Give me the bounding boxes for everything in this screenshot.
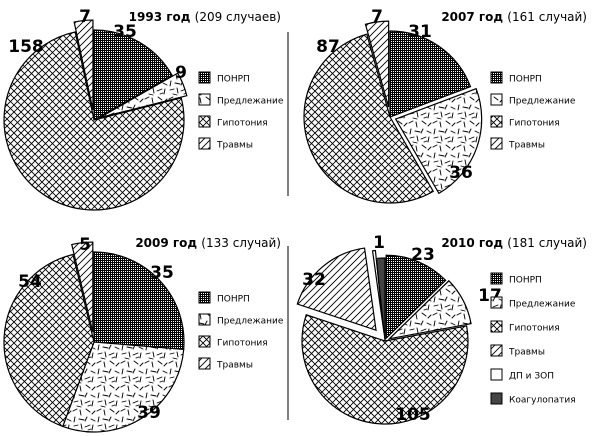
pie-slice-1 (394, 87, 483, 195)
slice-value-label: 1 (373, 233, 385, 253)
legend-swatch (490, 272, 503, 285)
legend-label: Гипотония (217, 119, 268, 129)
legend-swatch (490, 115, 503, 128)
pie-slice-1 (99, 72, 188, 119)
slice-value-label: 9 (175, 63, 187, 83)
legend-swatch (198, 115, 211, 128)
pie-slice-3 (73, 19, 94, 111)
legend-swatch (490, 344, 503, 357)
legend-label: Гипотония (509, 119, 560, 129)
slice-value-label: 7 (371, 7, 383, 27)
legend-swatch (490, 368, 503, 381)
slice-value-label: 87 (316, 37, 340, 57)
slice-value-label: 32 (302, 270, 326, 290)
legend-swatch (198, 335, 211, 348)
legend-label: Коагулопатия (509, 396, 576, 406)
pie-slice-0 (93, 29, 173, 122)
pie-chart-2: 2009 год (133 случай) 35 39 54 5 ПОНРП Предлеж… (3, 235, 284, 433)
legend-swatch (198, 357, 211, 370)
legend-swatch (490, 137, 503, 150)
slice-value-label: 35 (113, 22, 137, 42)
pie-chart-1: 2007 год (161 случай) 31 36 87 7 ПОНРП Предлеж… (303, 7, 587, 204)
legend-swatch (490, 320, 503, 333)
pie-slice-5 (375, 257, 386, 342)
legend-label: ПОНРП (217, 75, 250, 85)
pie-chart-0: 1993 год (209 случаев)35 9 158 7 ПОНРП Предле… (3, 7, 284, 211)
slice-value-label: 35 (150, 263, 174, 283)
legend-label: ПОНРП (509, 276, 542, 286)
chart-title: 1993 год (209 случаев) (129, 10, 281, 24)
legend-label: ДП и ЗОП (509, 372, 554, 382)
legend-label: Гипотония (509, 324, 560, 334)
pie-slice-2 (3, 253, 95, 428)
pie-slice-3 (364, 20, 390, 108)
legend-swatch (490, 296, 503, 309)
legend-label: Предлежание (509, 97, 576, 107)
slice-value-label: 36 (449, 163, 473, 183)
legend-label: Гипотония (217, 339, 268, 349)
legend-label: Предлежание (509, 300, 576, 310)
slice-value-label: 39 (137, 403, 161, 423)
legend-label: Травмы (216, 361, 253, 371)
legend-label: Травмы (216, 141, 253, 151)
legend-swatch (198, 93, 211, 106)
legend-label: ПОНРП (509, 75, 542, 85)
pie-slice-3 (296, 247, 377, 332)
pie-slice-2 (303, 33, 435, 204)
slice-value-label: 105 (395, 405, 431, 425)
legend-swatch (198, 291, 211, 304)
slice-value-label: 158 (8, 37, 44, 57)
legend-label: ПОНРП (217, 295, 250, 305)
pie-slice-1 (61, 341, 185, 433)
pie-slice-0 (93, 251, 185, 351)
legend-swatch (198, 313, 211, 326)
chart-title: 2010 год (181 случай) (441, 236, 587, 250)
legend-swatch (490, 392, 503, 405)
pie-slice-0 (389, 30, 472, 118)
legend-label: Травмы (508, 348, 545, 358)
legend-swatch (198, 137, 211, 150)
pie-slice-2 (3, 31, 185, 211)
slice-value-label: 23 (411, 245, 435, 265)
slice-value-label: 5 (79, 235, 91, 255)
chart-title: 2009 год (133 случай) (135, 236, 281, 250)
pie-slice-2 (301, 314, 469, 425)
pie-slice-1 (387, 279, 472, 340)
legend-label: Предлежание (217, 97, 284, 107)
slice-value-label: 31 (408, 22, 432, 42)
pie-chart-3: 2010 год (181 случай)2317105321ПОНРППред… (296, 233, 587, 425)
pie-slice-3 (71, 241, 94, 333)
slice-value-label: 54 (18, 272, 42, 292)
legend-swatch (490, 71, 503, 84)
legend-swatch (198, 71, 211, 84)
slice-value-label: 7 (79, 7, 91, 27)
legend-swatch (490, 93, 503, 106)
legend-label: Предлежание (217, 317, 284, 327)
legend-label: Травмы (508, 141, 545, 151)
pie-slice-0 (385, 254, 447, 340)
pie-slice-4 (371, 249, 385, 334)
chart-title: 2007 год (161 случай) (441, 10, 587, 24)
